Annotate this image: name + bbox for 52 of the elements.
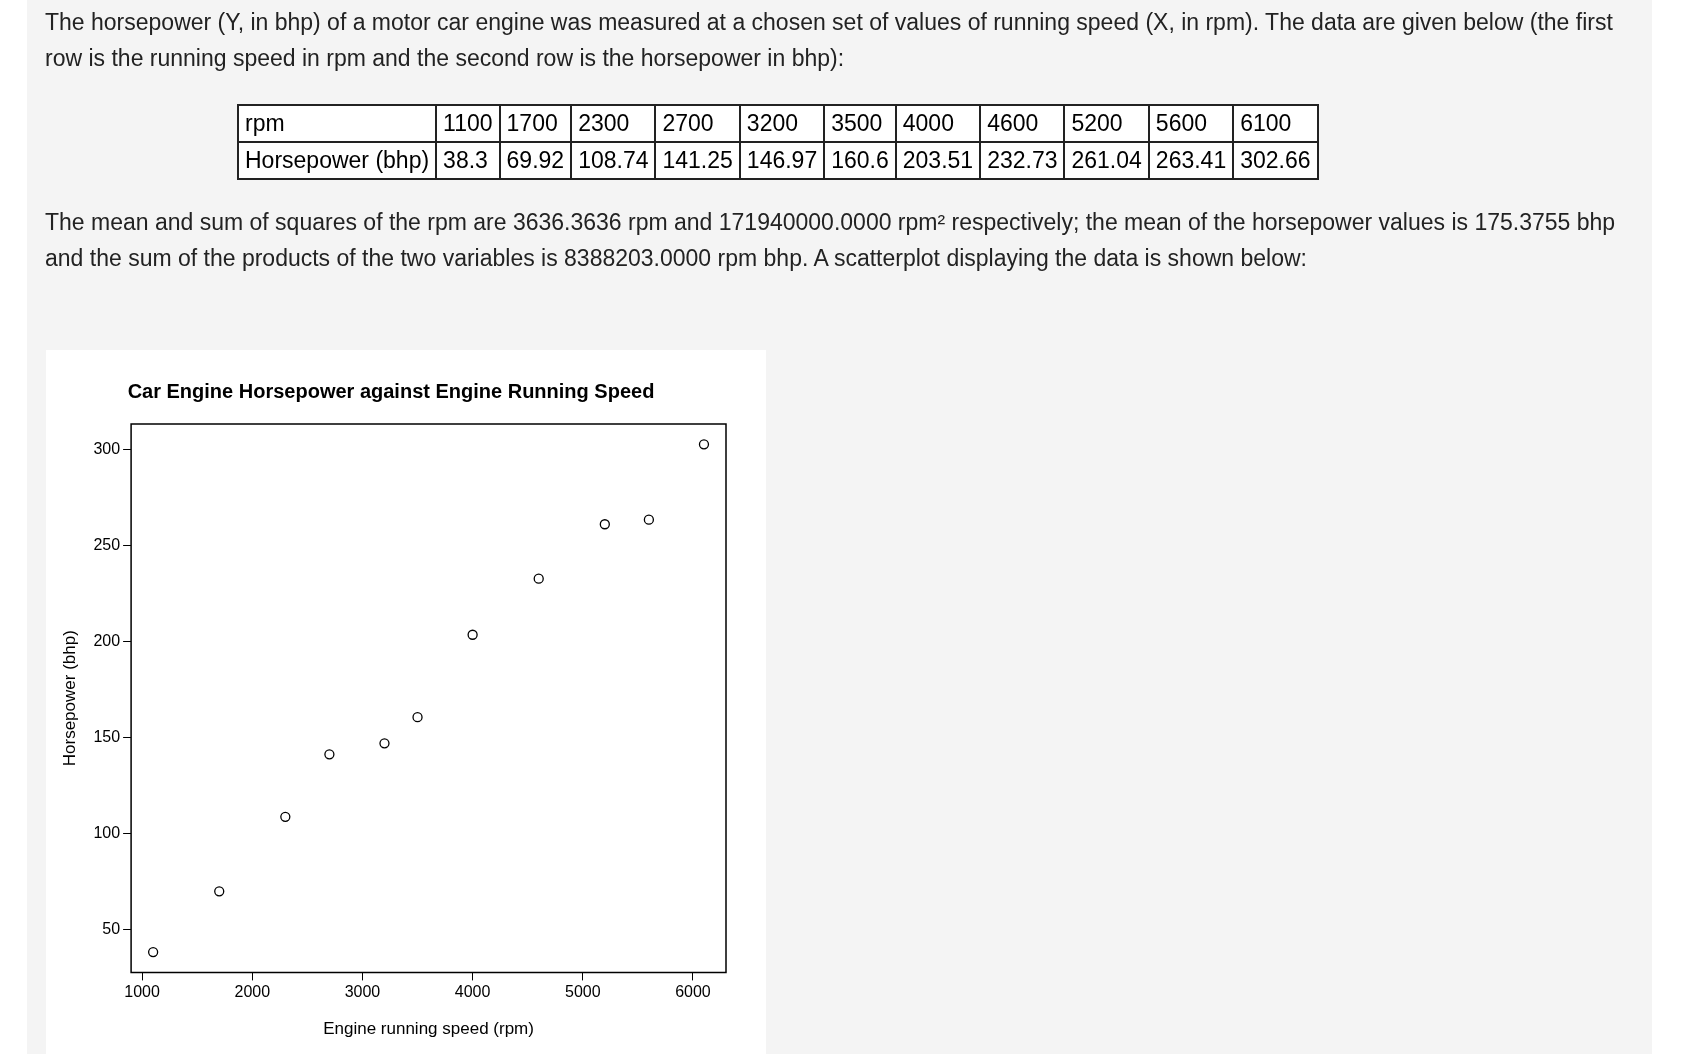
y-tick-label: 300: [93, 439, 121, 457]
point: [324, 749, 335, 760]
text: 108.74: [571, 142, 656, 179]
text: 263.41: [1148, 142, 1234, 179]
text: 38.3: [436, 142, 500, 179]
text: rpm: [238, 105, 437, 142]
text: 2700: [655, 105, 740, 142]
text: 3200: [739, 105, 825, 142]
text: 232.73: [980, 142, 1065, 179]
x-tick-label: 5000: [564, 983, 601, 1001]
y-tick-label: 200: [93, 631, 121, 649]
text: 302.66: [1233, 142, 1318, 179]
text: 6100: [1233, 105, 1318, 142]
text: 5600: [1148, 105, 1234, 142]
point: [412, 712, 423, 723]
text: 261.04: [1064, 142, 1149, 179]
point: [214, 886, 225, 897]
point: [698, 439, 710, 450]
y-tick-label: 150: [93, 727, 121, 745]
x-axis-title: Engine running speed (rpm): [323, 1019, 534, 1039]
text: 146.97: [739, 142, 825, 179]
point: [599, 519, 610, 530]
text: 5200: [1064, 105, 1149, 142]
point: [533, 573, 544, 584]
text: The horsepower (Y, in bhp) of a motor car engine was measured at a chosen set of values of running speed (X, in rpm). The data are given below (the first row is the running speed in rpm and the second row is the horsepower in bhp):: [45, 8, 1614, 73]
x-tick-label: 6000: [675, 983, 711, 1001]
text: 141.25: [655, 142, 740, 179]
text: 3500: [824, 105, 896, 142]
point: [467, 629, 478, 640]
x-tick-label: 2000: [234, 983, 271, 1001]
x-tick-label: 1000: [124, 983, 161, 1001]
point: [379, 738, 390, 749]
x-tick-label: 4000: [454, 983, 491, 1001]
text: 160.6: [824, 142, 896, 179]
text: 1100: [436, 105, 500, 142]
y-tick-label: 50: [102, 920, 121, 938]
y-tick-label: 100: [93, 823, 121, 841]
point: [280, 811, 291, 822]
text: 69.92: [499, 142, 572, 179]
point: [147, 946, 159, 958]
text: 4600: [980, 105, 1065, 142]
y-tick-label: 250: [93, 535, 121, 553]
text: The mean and sum of squares of the rpm are 3636.3636 rpm and 171940000.0000 rpm² respectively; the mean of the horsepower values is 175.3755 bhp and the sum of the products of the two variables is 8388203.0000 rpm bhp. A scatterplot displaying the data is shown below:: [45, 208, 1617, 273]
text: 2300: [571, 105, 656, 142]
y-axis-title: Horsepower (bhp): [59, 630, 79, 767]
text: 4000: [895, 105, 981, 142]
text: Horsepower (bhp): [238, 142, 437, 179]
x-tick-label: 3000: [344, 983, 381, 1001]
point: [643, 514, 655, 525]
chart-title: Car Engine Horsepower against Engine Running Speed: [127, 379, 655, 402]
text: 203.51: [895, 142, 981, 179]
text: 1700: [499, 105, 572, 142]
